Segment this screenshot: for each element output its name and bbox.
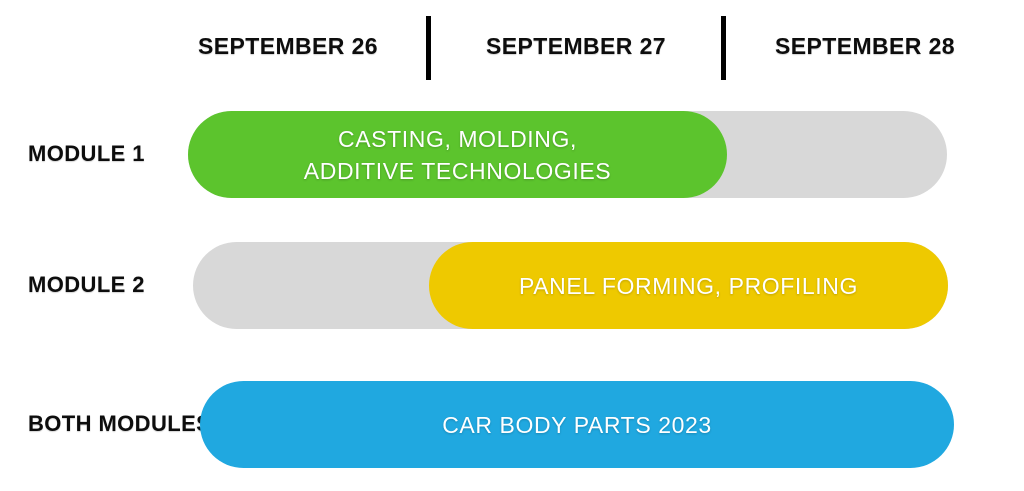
both-modules-bar-label: CAR BODY PARTS 2023 (442, 411, 712, 438)
timeline-day-label-september-27: SEPTEMBER 27 (486, 33, 666, 59)
row-label-module-1: MODULE 1 (28, 141, 145, 166)
module-1-bar: CASTING, MOLDING, ADDITIVE TECHNOLOGIES (188, 111, 727, 198)
timeline-divider-2 (721, 16, 726, 80)
module-1-bar-label: CASTING, MOLDING, ADDITIVE TECHNOLOGIES (304, 123, 611, 187)
module-2-bar: PANEL FORMING, PROFILING (429, 242, 948, 329)
row-label-both-modules: BOTH MODULES (28, 411, 212, 436)
module-1-bar-label-line-2: ADDITIVE TECHNOLOGIES (303, 157, 612, 184)
timeline-day-label-september-26: SEPTEMBER 26 (198, 33, 378, 59)
row-label-module-2: MODULE 2 (28, 272, 145, 297)
module-1-bar-label-line-1: CASTING, MOLDING, (338, 125, 577, 152)
timeline-divider-1 (426, 16, 431, 80)
both-modules-bar: CAR BODY PARTS 2023 (200, 381, 954, 468)
module-2-bar-label: PANEL FORMING, PROFILING (519, 272, 858, 299)
timeline-day-label-september-28: SEPTEMBER 28 (775, 33, 955, 59)
